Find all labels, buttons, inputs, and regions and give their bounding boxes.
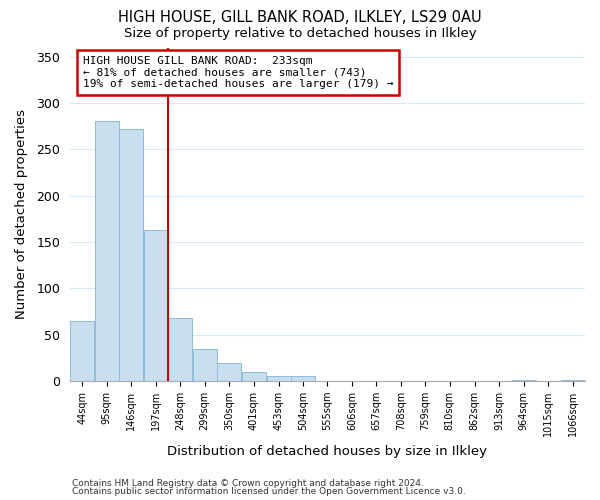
X-axis label: Distribution of detached houses by size in Ilkley: Distribution of detached houses by size … (167, 444, 487, 458)
Bar (168, 318, 192, 381)
Bar (266, 376, 290, 381)
Bar (512, 380, 536, 381)
Bar (242, 372, 266, 381)
Bar (291, 376, 315, 381)
Text: Contains public sector information licensed under the Open Government Licence v3: Contains public sector information licen… (72, 487, 466, 496)
Bar (70, 321, 94, 381)
Text: Size of property relative to detached houses in Ilkley: Size of property relative to detached ho… (124, 28, 476, 40)
Bar (217, 362, 241, 381)
Bar (561, 380, 585, 381)
Bar (95, 120, 119, 381)
Y-axis label: Number of detached properties: Number of detached properties (15, 110, 28, 320)
Text: Contains HM Land Registry data © Crown copyright and database right 2024.: Contains HM Land Registry data © Crown c… (72, 478, 424, 488)
Text: HIGH HOUSE, GILL BANK ROAD, ILKLEY, LS29 0AU: HIGH HOUSE, GILL BANK ROAD, ILKLEY, LS29… (118, 10, 482, 25)
Text: HIGH HOUSE GILL BANK ROAD:  233sqm
← 81% of detached houses are smaller (743)
19: HIGH HOUSE GILL BANK ROAD: 233sqm ← 81% … (83, 56, 394, 89)
Bar (143, 230, 167, 381)
Bar (119, 129, 143, 381)
Bar (193, 348, 217, 381)
